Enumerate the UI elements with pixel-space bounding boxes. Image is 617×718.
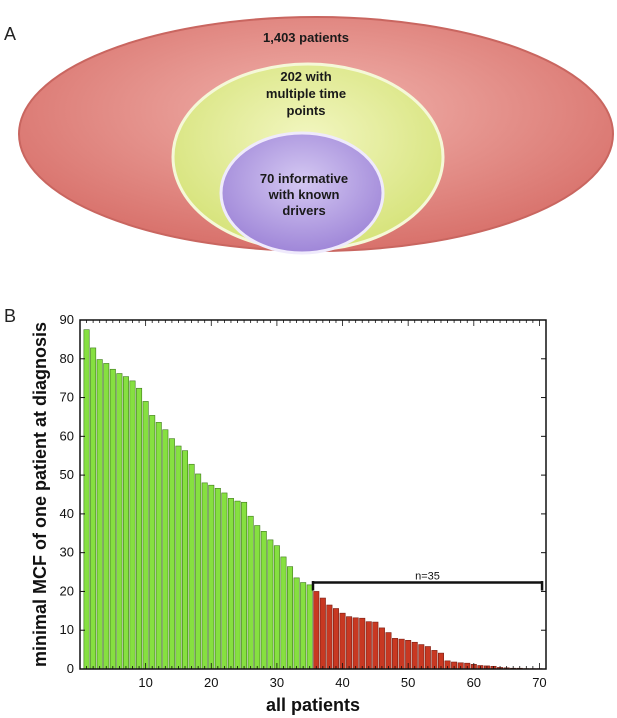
venn-outer-label-line-1: 1,403 patients [263, 30, 349, 45]
bar-35 [306, 584, 313, 670]
bar-34 [300, 582, 307, 670]
bar-7 [122, 376, 129, 670]
axis-ticks: 0 10 20 30 40 50 60 70 80 90 10 20 30 40 50 60 70 [60, 312, 547, 690]
bar-43 [359, 617, 366, 670]
bar-5 [109, 368, 116, 670]
venn-middle-label-line-2: multiple time [266, 86, 346, 101]
y-tick-label-80: 80 [60, 351, 74, 366]
bar-46 [378, 627, 385, 670]
bar-15 [175, 445, 182, 670]
bar-48 [392, 638, 399, 670]
y-tick-label-10: 10 [60, 622, 74, 637]
bar-chart: 0 10 20 30 40 50 60 70 80 90 10 20 30 40 50 60 70 n=35 a… [30, 312, 547, 715]
bar-11 [149, 415, 156, 670]
panel-b-label: B [4, 306, 17, 326]
bar-13 [162, 429, 169, 670]
x-axis-title: all patients [266, 695, 360, 715]
n-annotation-label: n=35 [415, 571, 440, 583]
bar-22 [221, 492, 228, 670]
bar-51 [411, 641, 418, 670]
y-tick-label-30: 30 [60, 545, 74, 560]
panel-a-label: A [4, 24, 17, 44]
bar-18 [195, 473, 202, 670]
bar-21 [214, 487, 221, 670]
bar-2 [90, 347, 97, 670]
bar-24 [234, 500, 241, 670]
n-annotation [311, 581, 544, 591]
bar-52 [418, 644, 425, 670]
bar-37 [319, 597, 326, 670]
bar-36 [313, 591, 320, 670]
venn-diagram: 1,403 patients 202 with multiple time po… [18, 16, 614, 255]
bar-39 [332, 608, 339, 670]
x-tick-label-30: 30 [270, 675, 284, 690]
x-tick-label-20: 20 [204, 675, 218, 690]
x-tick-label-70: 70 [532, 675, 546, 690]
bar-26 [247, 515, 254, 670]
bar-series [83, 329, 543, 670]
bar-23 [227, 498, 234, 670]
bar-38 [326, 604, 333, 670]
bar-47 [385, 632, 392, 670]
bar-12 [155, 422, 162, 670]
bar-45 [372, 621, 379, 670]
bar-32 [287, 566, 294, 670]
y-tick-label-20: 20 [60, 583, 74, 598]
bar-25 [241, 501, 248, 670]
x-tick-label-10: 10 [138, 675, 152, 690]
bar-8 [129, 380, 136, 670]
bar-53 [424, 646, 431, 670]
bar-9 [136, 387, 143, 670]
bar-3 [96, 359, 103, 670]
venn-inner-label-line-3: drivers [282, 203, 325, 218]
bar-10 [142, 401, 149, 670]
venn-middle-label-line-3: points [287, 103, 326, 118]
bar-41 [346, 616, 353, 670]
y-tick-label-40: 40 [60, 506, 74, 521]
y-tick-label-90: 90 [60, 312, 74, 327]
bar-49 [398, 638, 405, 670]
venn-inner-label-line-2: with known [268, 187, 340, 202]
bar-16 [182, 450, 189, 670]
bar-1 [83, 329, 90, 670]
bar-42 [352, 617, 359, 670]
bar-30 [273, 545, 280, 670]
venn-inner-label-line-1: 70 informative [260, 171, 348, 186]
bar-44 [365, 621, 372, 670]
bar-40 [339, 612, 346, 670]
venn-middle-label-line-1: 202 with [280, 69, 331, 84]
bar-17 [188, 463, 195, 670]
plot-frame [79, 319, 547, 670]
y-tick-label-70: 70 [60, 390, 74, 405]
y-tick-label-0: 0 [67, 661, 74, 676]
y-axis-title: minimal MCF of one patient at diagnosis [30, 322, 50, 667]
bar-28 [260, 531, 267, 670]
bar-19 [201, 482, 208, 670]
bar-14 [168, 438, 175, 670]
bar-31 [280, 556, 287, 670]
y-tick-label-50: 50 [60, 467, 74, 482]
bar-6 [116, 373, 123, 670]
x-tick-label-50: 50 [401, 675, 415, 690]
bar-4 [103, 363, 110, 670]
y-tick-label-60: 60 [60, 428, 74, 443]
x-tick-label-40: 40 [335, 675, 349, 690]
bar-20 [208, 484, 215, 670]
bar-29 [267, 539, 274, 670]
venn-inner-ellipse [219, 131, 385, 255]
bar-33 [293, 577, 300, 670]
x-tick-label-60: 60 [467, 675, 481, 690]
bar-27 [254, 525, 261, 670]
